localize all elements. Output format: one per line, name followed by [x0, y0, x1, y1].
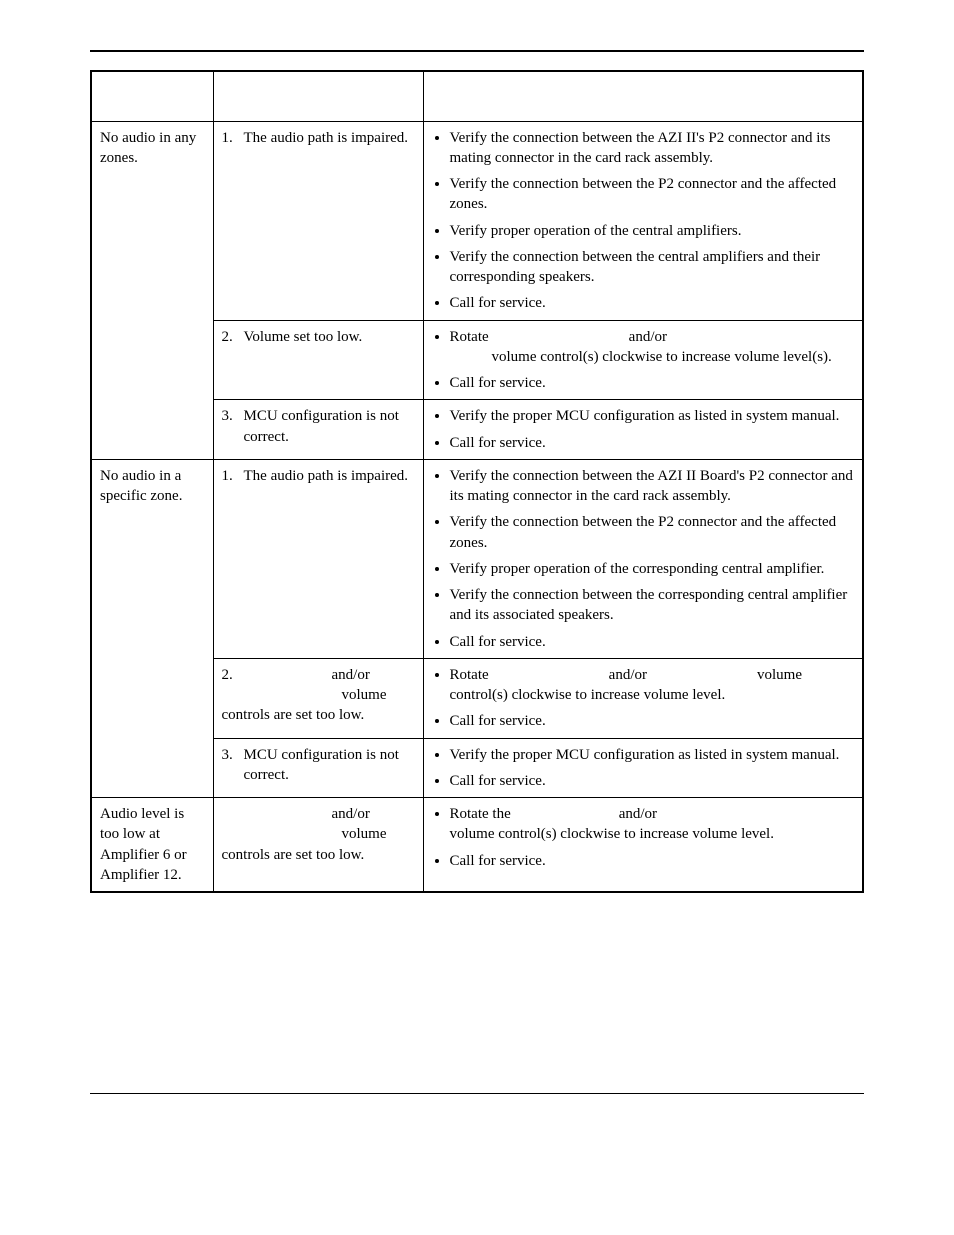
cause-tail: controls are set too low. — [222, 707, 365, 723]
action-item: Call for service. — [450, 373, 855, 393]
action-tail: volume control(s) clockwise to increase … — [492, 349, 832, 365]
action-item: Call for service. — [450, 632, 855, 652]
cause-text: and/or volume controls are set too low.v… — [244, 665, 415, 726]
action-mid: and/or — [609, 667, 647, 683]
action-item: Verify the connection between the centra… — [450, 247, 855, 288]
cause-cell: 2. Volume set too low. — [213, 320, 423, 400]
cause-text: MCU configuration is not correct. — [244, 745, 415, 786]
action-item: Rotate the and/or volume control(s) clock… — [450, 804, 855, 845]
table-row: Audio level is too low at Amplifier 6 or… — [91, 798, 863, 893]
cause-mid: and/or — [332, 667, 370, 683]
action-item: Rotate and/or volume control(s) clockwise… — [450, 327, 855, 368]
action-cell: Rotate the and/or volume control(s) clock… — [423, 798, 863, 893]
table-row: No audio in any zones. 1. The audio path… — [91, 121, 863, 320]
cause-text: Volume set too low. — [244, 327, 415, 347]
cause-number: 3. — [222, 745, 244, 786]
action-item: Verify the connection between the corres… — [450, 585, 855, 626]
cause-cell: 3. MCU configuration is not correct. — [213, 400, 423, 460]
cause-number: 1. — [222, 128, 244, 148]
header-action — [423, 71, 863, 121]
action-cell: Verify the proper MCU configuration as l… — [423, 738, 863, 798]
cause-cell: 3. MCU configuration is not correct. — [213, 738, 423, 798]
action-tail: control(s) clockwise to increase volume … — [450, 687, 726, 703]
action-item: Call for service. — [450, 771, 855, 791]
cause-text: The audio path is impaired. — [244, 466, 415, 486]
action-tail: volume control(s) clockwise to increase … — [450, 826, 774, 842]
cause-number: 2. — [222, 327, 244, 347]
cause-vol: volume — [342, 826, 387, 842]
cause-cell: 1. The audio path is impaired. — [213, 459, 423, 658]
action-item: Call for service. — [450, 711, 855, 731]
header-symptom — [91, 71, 213, 121]
cause-vol: volume — [342, 687, 387, 703]
cause-cell: and/or volume controls are set too low. — [213, 798, 423, 893]
action-mid: and/or — [619, 806, 657, 822]
action-cell: Verify the connection between the AZI II… — [423, 459, 863, 658]
action-item: Verify the connection between the P2 con… — [450, 174, 855, 215]
cause-number: 1. — [222, 466, 244, 486]
action-item: Verify the connection between the AZI II… — [450, 128, 855, 169]
action-cell: Verify the connection between the AZI II… — [423, 121, 863, 320]
cause-mid: and/or — [332, 806, 370, 822]
bottom-rule — [90, 1093, 864, 1094]
action-item: Verify proper operation of the central a… — [450, 221, 855, 241]
action-item: Verify the connection between the P2 con… — [450, 512, 855, 553]
cause-number: 3. — [222, 406, 244, 447]
action-item: Call for service. — [450, 851, 855, 871]
cause-tail: controls are set too low. — [222, 847, 365, 863]
troubleshooting-table: No audio in any zones. 1. The audio path… — [90, 70, 864, 893]
cause-cell: 2. and/or volume controls are set too lo… — [213, 658, 423, 738]
action-item: Verify the proper MCU configuration as l… — [450, 406, 855, 426]
action-item: Verify the connection between the AZI II… — [450, 466, 855, 507]
action-item: Rotate and/or volume control(s) clockwise … — [450, 665, 855, 706]
action-lead: Rotate the — [450, 806, 511, 822]
action-cell: Verify the proper MCU configuration as l… — [423, 400, 863, 460]
action-item: Verify proper operation of the correspon… — [450, 559, 855, 579]
action-cell: Rotate and/or volume control(s) clockwise … — [423, 658, 863, 738]
cause-text: The audio path is impaired. — [244, 128, 415, 148]
top-rule — [90, 50, 864, 52]
action-lead: Rotate — [450, 667, 489, 683]
action-mid: and/or — [629, 329, 667, 345]
header-cause — [213, 71, 423, 121]
action-item: Call for service. — [450, 293, 855, 313]
cause-cell: 1. The audio path is impaired. — [213, 121, 423, 320]
symptom-cell: Audio level is too low at Amplifier 6 or… — [91, 798, 213, 893]
cause-text: MCU configuration is not correct. — [244, 406, 415, 447]
symptom-cell: No audio in a specific zone. — [91, 459, 213, 797]
table-header-row — [91, 71, 863, 121]
action-cell: Rotate and/or volume control(s) clockwise… — [423, 320, 863, 400]
table-row: No audio in a specific zone. 1. The audi… — [91, 459, 863, 658]
symptom-cell: No audio in any zones. — [91, 121, 213, 459]
action-lead: Rotate — [450, 329, 489, 345]
action-item: Call for service. — [450, 433, 855, 453]
action-end: volume — [757, 667, 802, 683]
action-item: Verify the proper MCU configuration as l… — [450, 745, 855, 765]
